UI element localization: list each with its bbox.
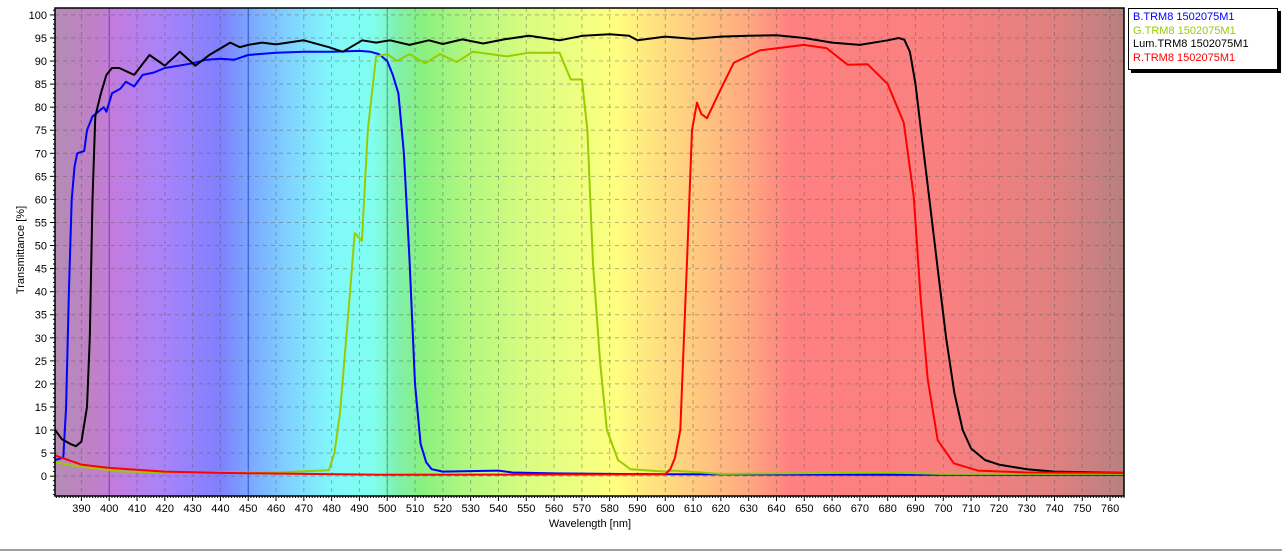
x-tick-label: 460 <box>267 503 285 515</box>
reference-lines <box>108 8 388 496</box>
y-tick-label: 55 <box>35 217 47 229</box>
x-tick-label: 630 <box>739 503 757 515</box>
y-tick-label: 85 <box>35 79 47 91</box>
x-tick-label: 420 <box>156 503 174 515</box>
x-tick-label: 720 <box>990 503 1008 515</box>
window-border <box>0 549 1282 551</box>
x-tick-label: 760 <box>1101 503 1119 515</box>
legend-item-green: G.TRM8 1502075M1 <box>1133 24 1236 37</box>
x-tick-label: 730 <box>1018 503 1036 515</box>
x-tick-label: 550 <box>517 503 535 515</box>
legend-item-red: R.TRM8 1502075M1 <box>1133 51 1236 64</box>
series-line-2 <box>55 33 1124 474</box>
x-tick-label: 750 <box>1073 503 1091 515</box>
x-tick-label: 490 <box>350 503 368 515</box>
y-tick-label: 90 <box>35 56 47 68</box>
x-tick-label: 470 <box>295 503 313 515</box>
x-tick-label: 570 <box>573 503 591 515</box>
y-tick-label: 80 <box>35 102 47 114</box>
y-tick-label: 5 <box>41 448 47 460</box>
x-tick-label: 600 <box>656 503 674 515</box>
y-tick-label: 25 <box>35 356 47 368</box>
legend-item-blue: B.TRM8 1502075M1 <box>1133 11 1235 23</box>
y-tick-label: 70 <box>35 148 47 160</box>
y-tick-label: 65 <box>35 171 47 183</box>
x-tick-label: 700 <box>934 503 952 515</box>
y-tick-label: 75 <box>35 125 47 137</box>
x-tick-label: 440 <box>211 503 229 515</box>
x-tick-label: 640 <box>767 503 785 515</box>
y-tick-label: 45 <box>35 264 47 276</box>
y-axis-label: Transmittance [%] <box>15 206 27 294</box>
y-tick-label: 15 <box>35 402 47 414</box>
x-tick-label: 430 <box>183 503 201 515</box>
plot-frame <box>54 7 1125 497</box>
y-tick-label: 10 <box>35 425 47 437</box>
x-tick-label: 500 <box>378 503 396 515</box>
legend-item-lum: Lum.TRM8 1502075M1 <box>1133 38 1249 50</box>
series-line-0 <box>55 49 1124 476</box>
series-line-1 <box>55 50 1124 475</box>
x-tick-label: 410 <box>128 503 146 515</box>
x-tick-label: 580 <box>600 503 618 515</box>
y-tick-label: 40 <box>35 287 47 299</box>
x-tick-label: 510 <box>406 503 424 515</box>
legend: B.TRM8 1502075M1 G.TRM8 1502075M1 Lum.TR… <box>1128 8 1278 70</box>
x-tick-label: 660 <box>823 503 841 515</box>
x-tick-label: 530 <box>461 503 479 515</box>
y-tick-label: 60 <box>35 194 47 206</box>
x-tick-labels: 390 400 410 420 430 440 450 460 470 480 490 500 510 5… <box>72 503 1119 515</box>
x-axis-label: Wavelength [nm] <box>549 518 631 530</box>
x-tick-label: 620 <box>712 503 730 515</box>
x-tick-label: 690 <box>906 503 924 515</box>
x-tick-label: 610 <box>684 503 702 515</box>
y-tick-label: 20 <box>35 379 47 391</box>
x-tick-label: 590 <box>628 503 646 515</box>
x-tick-label: 400 <box>100 503 118 515</box>
x-tick-label: 650 <box>795 503 813 515</box>
y-tick-label: 95 <box>35 33 47 45</box>
x-tick-label: 450 <box>239 503 257 515</box>
x-tick-label: 390 <box>72 503 90 515</box>
x-tick-label: 520 <box>434 503 452 515</box>
x-tick-label: 480 <box>322 503 340 515</box>
series-group <box>55 33 1124 476</box>
x-tick-label: 680 <box>879 503 897 515</box>
y-tick-label: 100 <box>29 10 47 22</box>
x-tick-label: 670 <box>851 503 869 515</box>
y-tick-label: 0 <box>41 471 47 483</box>
x-tick-label: 710 <box>962 503 980 515</box>
series-line-3 <box>55 43 1124 476</box>
x-tick-label: 740 <box>1045 503 1063 515</box>
spectrum-background <box>55 8 1124 496</box>
y-tick-labels: 0 5 10 15 20 25 30 35 40 45 50 55 60 65 70 75 80 85 90 95 10… <box>29 10 47 483</box>
x-tick-label: 540 <box>489 503 507 515</box>
y-tick-label: 50 <box>35 241 47 253</box>
minor-ticks <box>50 9 1125 501</box>
y-tick-label: 30 <box>35 333 47 345</box>
y-tick-label: 35 <box>35 310 47 322</box>
x-tick-label: 560 <box>545 503 563 515</box>
